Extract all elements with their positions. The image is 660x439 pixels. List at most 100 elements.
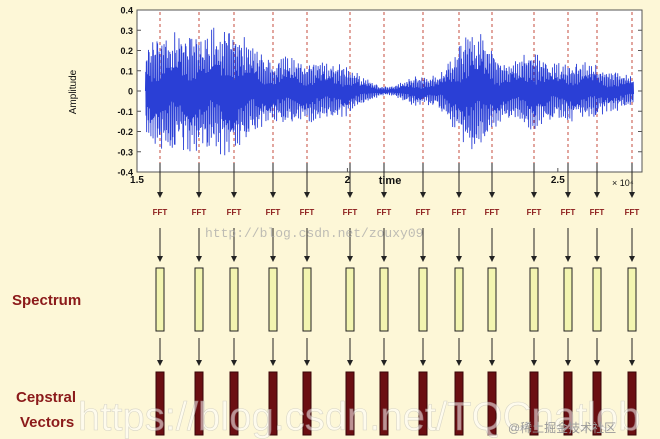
x-tick-label: 2.5 [551, 175, 565, 186]
y-tick-label: 0.4 [120, 6, 133, 16]
frame-arrow-to-fft-head [489, 192, 495, 198]
frame-arrow-to-fft-head [196, 192, 202, 198]
y-tick-label: -0.2 [117, 127, 133, 137]
spectrum-bar [268, 267, 278, 332]
spectrum-arrow-to-cepstral-head [489, 360, 495, 366]
waveform-plot: 0.4 0.3 0.2 0.1 0 -0.1 -0.2 -0.3 -0.4 1.5 2 2.5 Am… [68, 6, 643, 188]
fft-arrow-to-spectrum-head [347, 256, 353, 262]
frame-arrow-to-fft-head [420, 192, 426, 198]
fft-label: FFT [561, 208, 576, 217]
fft-label: FFT [192, 208, 207, 217]
spectrum-arrow-to-cepstral-head [231, 360, 237, 366]
spectrum-bar [563, 267, 573, 332]
speech-signal [144, 27, 635, 156]
frame-arrow-to-fft-head [231, 192, 237, 198]
cepstral-bar [529, 371, 539, 436]
x-tick-label: 1.5 [130, 175, 144, 186]
fft-arrow-to-spectrum-head [565, 256, 571, 262]
x-tick-label: 2 [345, 175, 351, 186]
cepstral-bar [345, 371, 355, 436]
spectrum-arrow-to-cepstral-head [629, 360, 635, 366]
spectrum-label: Spectrum [12, 292, 81, 309]
y-axis-ticks: 0.4 0.3 0.2 0.1 0 -0.1 -0.2 -0.3 -0.4 [117, 6, 642, 178]
fft-label: FFT [590, 208, 605, 217]
frame-arrow-to-fft-head [270, 192, 276, 198]
fft-arrow-to-spectrum-head [456, 256, 462, 262]
cepstral-bar [454, 371, 464, 436]
y-tick-label: 0.3 [120, 26, 133, 36]
frame-arrow-to-fft-head [347, 192, 353, 198]
spectrum-arrow-to-cepstral-head [381, 360, 387, 366]
cepstral-bar [379, 371, 389, 436]
fft-label: FFT [377, 208, 392, 217]
frame-arrow-to-fft-head [456, 192, 462, 198]
spectrum-bar [529, 267, 539, 332]
cepstral-bar [418, 371, 428, 436]
cepstral-label-line2: Vectors [20, 414, 74, 431]
cepstral-bar [563, 371, 573, 436]
spectrum-arrow-to-cepstral-head [270, 360, 276, 366]
spectrum-arrow-to-cepstral-head [594, 360, 600, 366]
fft-arrow-to-spectrum-head [594, 256, 600, 262]
cepstral-bar [627, 371, 637, 436]
spectrum-arrow-to-cepstral-head [565, 360, 571, 366]
y-tick-label: -0.4 [117, 168, 133, 178]
frame-arrow-to-fft-head [629, 192, 635, 198]
frame-columns: FFT FFT FFT FFT FFT FFT FFT FFT FFT FFT FFT FFT FFT F… [153, 163, 640, 436]
frame-arrow-to-fft-head [531, 192, 537, 198]
spectrum-arrow-to-cepstral-head [347, 360, 353, 366]
spectrum-bar [155, 267, 165, 332]
x-exponent-label: × 10⁴ [612, 178, 634, 188]
y-tick-label: 0 [128, 87, 133, 97]
spectrum-arrow-to-cepstral-head [304, 360, 310, 366]
fft-arrow-to-spectrum-head [629, 256, 635, 262]
frame-arrow-to-fft-head [381, 192, 387, 198]
spectrum-bar [379, 267, 389, 332]
watermark-center: http://blog.csdn.net/zouxy09 [205, 226, 423, 241]
spectrum-bar [592, 267, 602, 332]
y-tick-label: -0.3 [117, 147, 133, 157]
cepstral-bar [302, 371, 312, 436]
cepstral-bar [268, 371, 278, 436]
fft-arrow-to-spectrum-head [489, 256, 495, 262]
spectrum-arrow-to-cepstral-head [531, 360, 537, 366]
fft-label: FFT [266, 208, 281, 217]
spectrum-arrow-to-cepstral-head [456, 360, 462, 366]
frame-arrow-to-fft-head [157, 192, 163, 198]
fft-arrow-to-spectrum-head [157, 256, 163, 262]
fft-label: FFT [452, 208, 467, 217]
spectrum-arrow-to-cepstral-head [420, 360, 426, 366]
fft-arrow-to-spectrum-head [420, 256, 426, 262]
cepstral-bar [194, 371, 204, 436]
spectrum-bar [454, 267, 464, 332]
fft-arrow-to-spectrum-head [381, 256, 387, 262]
watermark-bottom: https://blog.csdn.net/TQCnatlob [78, 395, 641, 439]
spectrum-bar [487, 267, 497, 332]
cepstral-bar [487, 371, 497, 436]
spectrum-bar [345, 267, 355, 332]
fft-label: FFT [153, 208, 168, 217]
cepstral-bar [592, 371, 602, 436]
frame-arrow-to-fft-head [565, 192, 571, 198]
spectrum-bar [302, 267, 312, 332]
cepstral-bar [229, 371, 239, 436]
y-axis-label: Amplitude [68, 69, 79, 114]
spectrum-bar [194, 267, 204, 332]
fft-label: FFT [527, 208, 542, 217]
cepstral-label-line1: Cepstral [16, 389, 76, 406]
spectrum-bar [418, 267, 428, 332]
y-tick-label: 0.2 [120, 46, 133, 56]
fft-label: FFT [485, 208, 500, 217]
frame-arrow-to-fft-head [594, 192, 600, 198]
spectrum-arrow-to-cepstral-head [157, 360, 163, 366]
frame-arrow-to-fft-head [304, 192, 310, 198]
fft-label: FFT [300, 208, 315, 217]
spectrum-bar [627, 267, 637, 332]
watermark-corner: @稀土掘金技术社区 [508, 420, 616, 435]
fft-arrow-to-spectrum-head [196, 256, 202, 262]
fft-label: FFT [625, 208, 640, 217]
fft-arrow-to-spectrum-head [531, 256, 537, 262]
fft-arrow-to-spectrum-head [231, 256, 237, 262]
x-axis-label: time [379, 175, 402, 187]
